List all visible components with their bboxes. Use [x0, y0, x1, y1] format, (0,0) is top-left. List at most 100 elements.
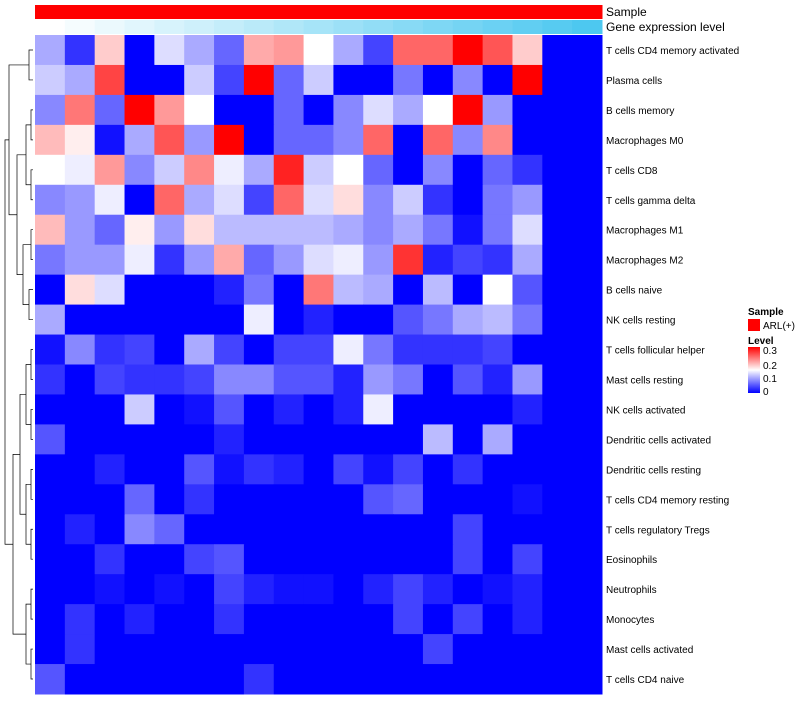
heatmap-cell: [94, 544, 126, 575]
heatmap-cell: [393, 514, 424, 545]
heatmap-cell: [482, 484, 513, 515]
heatmap-cell: [64, 514, 96, 545]
heatmap-cell: [512, 124, 543, 156]
dendrogram-branch: [30, 169, 33, 201]
heatmap-cell: [243, 454, 275, 485]
heatmap-cell: [333, 35, 364, 66]
heatmap-cell: [422, 35, 454, 66]
heatmap-cell: [154, 514, 185, 545]
legend-level-tick: 0.3: [763, 346, 777, 357]
heatmap-cell: [303, 454, 334, 485]
heatmap-cell: [303, 304, 334, 336]
heatmap-cell: [422, 124, 454, 156]
heatmap-cell: [303, 514, 334, 545]
heatmap-cell: [422, 64, 454, 96]
heatmap-cell: [452, 424, 484, 455]
heatmap-cell: [393, 214, 424, 246]
heatmap-cell: [333, 214, 364, 246]
heatmap-cell: [482, 154, 513, 186]
heatmap-cell: [512, 364, 543, 395]
heatmap-cell: [214, 484, 245, 515]
heatmap-cell: [154, 634, 185, 665]
dendrogram-branch: [25, 364, 31, 425]
row-label: T cells follicular helper: [606, 346, 705, 357]
heatmap-cell: [243, 634, 275, 665]
legend-level-tick: 0.2: [763, 361, 777, 372]
heatmap-cell: [422, 574, 454, 605]
heatmap-cell: [512, 154, 543, 186]
heatmap-cell: [243, 334, 275, 365]
heatmap-cell: [303, 184, 334, 216]
annotation-label-sample: Sample: [606, 5, 647, 19]
heatmap-cell: [512, 35, 543, 66]
heatmap-cell: [363, 64, 394, 96]
annotation-cell: [214, 20, 245, 34]
heatmap-cell: [35, 64, 66, 96]
heatmap-cell: [542, 124, 573, 156]
heatmap-cell: [363, 35, 394, 66]
heatmap-cell: [572, 334, 603, 365]
heatmap-cell: [154, 544, 185, 575]
heatmap-cell: [333, 94, 364, 126]
heatmap-cell: [273, 574, 305, 605]
heatmap-cell: [35, 574, 66, 605]
row-label: Plasma cells: [606, 76, 662, 87]
heatmap-cell: [94, 424, 126, 455]
heatmap-cell: [64, 364, 96, 395]
heatmap-cell: [214, 334, 245, 365]
heatmap-cell: [273, 184, 305, 216]
heatmap-cell: [542, 154, 573, 186]
heatmap-cell: [452, 94, 484, 126]
heatmap-cell: [422, 244, 454, 276]
annotation-cell: [273, 5, 305, 19]
heatmap-cell: [333, 514, 364, 545]
legend-sample-item: ARL(+): [763, 321, 795, 332]
row-label: Macrophages M2: [606, 256, 684, 267]
heatmap-cell: [94, 454, 126, 485]
heatmap-cell: [64, 634, 96, 665]
heatmap-cell: [363, 154, 394, 186]
heatmap-cell: [572, 394, 603, 425]
heatmap-cell: [482, 94, 513, 126]
heatmap-cell: [35, 334, 66, 365]
heatmap-cell: [243, 364, 275, 395]
heatmap-cell: [184, 154, 215, 186]
heatmap-cell: [273, 304, 305, 336]
heatmap-cell: [94, 214, 126, 246]
heatmap-cell: [303, 274, 334, 306]
heatmap-cell: [124, 454, 155, 485]
heatmap-cell: [184, 274, 215, 306]
heatmap-cell: [482, 334, 513, 365]
heatmap-cell: [572, 574, 603, 605]
heatmap-cell: [214, 424, 245, 455]
annotation-cell: [154, 20, 185, 34]
heatmap-cell: [273, 94, 305, 126]
heatmap-cell: [303, 634, 334, 665]
dendrogram-branch: [12, 454, 26, 635]
annotation-cell: [363, 20, 394, 34]
heatmap-cell: [333, 424, 364, 455]
heatmap-cell: [572, 154, 603, 186]
annotation-cell: [35, 20, 66, 34]
heatmap-cell: [154, 304, 185, 336]
heatmap-cell: [124, 394, 155, 425]
heatmap-cell: [452, 454, 484, 485]
heatmap-cell: [542, 184, 573, 216]
heatmap-cell: [333, 664, 364, 695]
heatmap-cell: [482, 394, 513, 425]
heatmap-cell: [303, 544, 334, 575]
dendrogram-branch: [30, 409, 33, 440]
heatmap-cell: [363, 424, 394, 455]
heatmap-cell: [124, 64, 155, 96]
heatmap-cell: [393, 484, 424, 515]
heatmap-cell: [64, 484, 96, 515]
heatmap-cell: [273, 214, 305, 246]
heatmap-cell: [333, 634, 364, 665]
heatmap-cell: [243, 604, 275, 635]
heatmap-cell: [154, 334, 185, 365]
heatmap-cell: [542, 334, 573, 365]
heatmap-cell: [64, 35, 96, 66]
row-label: Eosinophils: [606, 555, 657, 566]
annotation-cell: [94, 20, 126, 34]
